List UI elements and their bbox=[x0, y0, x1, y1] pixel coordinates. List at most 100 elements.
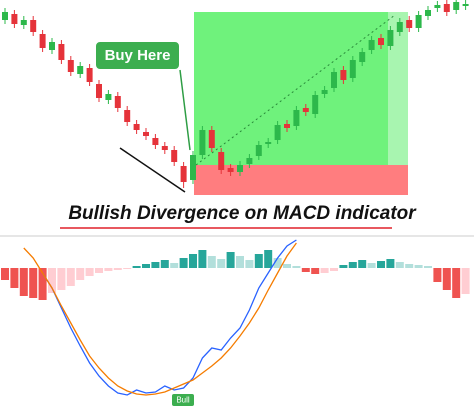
histogram-bar bbox=[330, 268, 338, 271]
candle-body bbox=[293, 110, 300, 126]
candle-body bbox=[434, 5, 441, 8]
histogram-bar bbox=[405, 264, 414, 268]
candle-body bbox=[190, 155, 196, 180]
histogram-bar bbox=[160, 260, 169, 268]
candle-body bbox=[208, 130, 215, 148]
profit-zone bbox=[194, 12, 408, 165]
histogram-bar bbox=[179, 258, 188, 268]
histogram-bar bbox=[85, 268, 94, 276]
bull-label: Bull bbox=[176, 396, 190, 405]
histogram-bar bbox=[377, 261, 385, 268]
histogram-bar bbox=[198, 250, 207, 268]
candle-body bbox=[284, 124, 290, 128]
histogram-bar bbox=[57, 268, 66, 290]
histogram-bar bbox=[142, 264, 150, 268]
candle-body bbox=[105, 94, 112, 100]
histogram-bar bbox=[292, 266, 301, 268]
chart-title: Bullish Divergence on MACD indicator bbox=[68, 203, 417, 224]
macd-panel bbox=[1, 239, 470, 396]
histogram-bar bbox=[386, 259, 395, 268]
candle-body bbox=[218, 152, 225, 170]
candle-body bbox=[30, 20, 37, 32]
candle-body bbox=[406, 20, 413, 28]
candle-body bbox=[349, 60, 356, 78]
histogram-bar bbox=[358, 260, 367, 268]
candle-body bbox=[39, 34, 46, 48]
histogram-bar bbox=[254, 254, 263, 268]
candle-body bbox=[359, 52, 366, 62]
histogram-bar bbox=[320, 268, 329, 273]
candle-body bbox=[20, 20, 27, 25]
histogram-bar bbox=[123, 268, 132, 269]
histogram-bar bbox=[236, 256, 244, 268]
candle-body bbox=[425, 10, 431, 16]
histogram-bar bbox=[76, 268, 85, 280]
histogram-bar bbox=[113, 268, 122, 270]
histogram-bar bbox=[414, 265, 423, 268]
candle-body bbox=[96, 84, 102, 98]
histogram-bar bbox=[170, 263, 179, 268]
candle-body bbox=[462, 4, 469, 6]
histogram-bar bbox=[151, 262, 160, 268]
candle-body bbox=[368, 40, 375, 50]
histogram-bar bbox=[104, 268, 113, 271]
candle-body bbox=[453, 2, 460, 10]
candle-body bbox=[11, 14, 18, 24]
histogram-bar bbox=[461, 268, 470, 294]
histogram-bar bbox=[217, 259, 226, 268]
macd-line bbox=[42, 239, 297, 396]
divergence-line bbox=[119, 147, 186, 193]
histogram-bar bbox=[207, 256, 216, 268]
candle-body bbox=[443, 4, 450, 12]
candle-body bbox=[246, 158, 253, 164]
candle-body bbox=[143, 132, 149, 136]
candle-body bbox=[331, 72, 337, 88]
candle-body bbox=[49, 42, 55, 50]
loss-zone bbox=[194, 165, 408, 195]
histogram-bar bbox=[348, 262, 357, 268]
candle-body bbox=[161, 146, 168, 150]
histogram-bar bbox=[10, 268, 19, 288]
candle-body bbox=[171, 150, 178, 162]
arrow bbox=[179, 69, 191, 151]
candle-body bbox=[321, 90, 328, 94]
candle-body bbox=[124, 110, 131, 122]
candle-body bbox=[152, 138, 159, 145]
histogram-bar bbox=[29, 268, 38, 298]
histogram-bar bbox=[264, 250, 273, 268]
histogram-bar bbox=[283, 264, 291, 268]
candle-body bbox=[58, 44, 65, 60]
histogram-bar bbox=[66, 268, 75, 286]
histogram-bar bbox=[301, 268, 310, 272]
candle-body bbox=[274, 125, 281, 140]
histogram-bar bbox=[38, 268, 47, 300]
candle-body bbox=[114, 96, 121, 108]
histogram-bar bbox=[95, 268, 103, 273]
candle-body bbox=[396, 22, 403, 32]
macd-line bbox=[23, 242, 297, 396]
candle-body bbox=[2, 12, 8, 20]
candle-body bbox=[237, 165, 243, 172]
candle-body bbox=[77, 66, 84, 74]
histogram-bar bbox=[189, 254, 197, 268]
candle-body bbox=[180, 166, 187, 182]
histogram-bar bbox=[226, 252, 235, 268]
histogram-bar bbox=[452, 268, 461, 298]
histogram-bar bbox=[245, 260, 254, 268]
candle-body bbox=[302, 108, 309, 112]
histogram-bar bbox=[1, 268, 9, 280]
candle-body bbox=[387, 30, 394, 46]
histogram-bar bbox=[19, 268, 28, 296]
candle-body bbox=[86, 68, 93, 82]
candle-body bbox=[255, 145, 262, 156]
candle-body bbox=[378, 38, 384, 45]
candle-body bbox=[415, 15, 422, 28]
candle-body bbox=[340, 70, 347, 80]
histogram-bar bbox=[132, 266, 141, 268]
histogram-bar bbox=[48, 268, 56, 293]
target-line bbox=[195, 14, 396, 166]
candle-body bbox=[67, 60, 74, 72]
histogram-bar bbox=[273, 258, 282, 268]
histogram-bar bbox=[433, 268, 442, 282]
